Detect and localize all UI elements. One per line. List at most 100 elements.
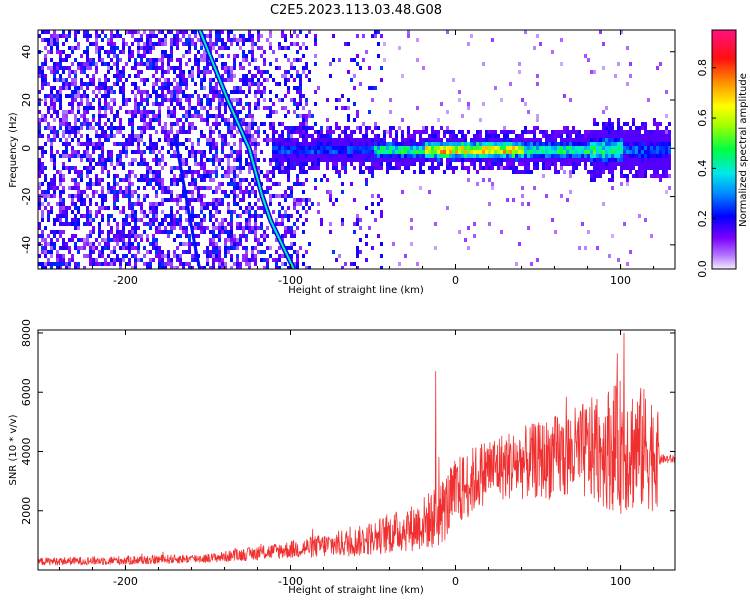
heatmap-cell <box>347 134 350 138</box>
heatmap-cell <box>38 118 41 122</box>
heatmap-cell <box>125 262 128 266</box>
heatmap-cell <box>635 162 638 166</box>
heatmap-cell <box>218 134 221 138</box>
heatmap-cell <box>293 154 296 158</box>
heatmap-cell <box>194 254 197 258</box>
heatmap-cell <box>47 190 50 194</box>
heatmap-cell <box>335 198 338 202</box>
heatmap-cell <box>218 202 221 206</box>
heatmap-cell <box>254 210 257 214</box>
heatmap-cell <box>497 154 500 158</box>
heatmap-cell <box>206 114 209 118</box>
heatmap-cell <box>113 126 116 130</box>
heatmap-cell <box>80 194 83 198</box>
heatmap-cell <box>239 170 242 174</box>
heatmap-cell <box>134 238 137 242</box>
heatmap-cell <box>377 146 380 150</box>
heatmap-cell <box>347 70 350 74</box>
heatmap-cell <box>131 42 134 46</box>
ghost-trace-line <box>173 135 202 269</box>
heatmap-cell <box>410 150 413 154</box>
heatmap-cell <box>158 150 161 154</box>
heatmap-cell <box>248 210 251 214</box>
heatmap-cell <box>50 238 53 242</box>
heatmap-cell <box>482 62 485 66</box>
heatmap-cell <box>626 174 629 178</box>
heatmap-cell <box>560 150 563 154</box>
heatmap-cell <box>380 142 383 146</box>
heatmap-cell <box>557 154 560 158</box>
heatmap-cell <box>458 130 461 134</box>
heatmap-cell <box>86 146 89 150</box>
heatmap-cell <box>218 230 221 234</box>
heatmap-cell <box>53 190 56 194</box>
heatmap-cell <box>596 122 599 126</box>
heatmap-cell <box>140 154 143 158</box>
heatmap-cell <box>140 210 143 214</box>
heatmap-cell <box>188 242 191 246</box>
heatmap-cell <box>221 202 224 206</box>
heatmap-cell <box>164 50 167 54</box>
heatmap-cell <box>287 162 290 166</box>
heatmap-cell <box>551 150 554 154</box>
heatmap-cell <box>560 194 563 198</box>
heatmap-cell <box>128 142 131 146</box>
heatmap-cell <box>74 70 77 74</box>
heatmap-cell <box>86 102 89 106</box>
heatmap-cell <box>359 138 362 142</box>
heatmap-cell <box>71 186 74 190</box>
heatmap-cell <box>173 142 176 146</box>
heatmap-cell <box>161 126 164 130</box>
heatmap-cell <box>137 70 140 74</box>
heatmap-cell <box>359 142 362 146</box>
heatmap-cell <box>41 210 44 214</box>
heatmap-cell <box>86 122 89 126</box>
heatmap-cell <box>641 138 644 142</box>
heatmap-cell <box>509 130 512 134</box>
heatmap-cell <box>269 42 272 46</box>
heatmap-cell <box>302 130 305 134</box>
heatmap-cell <box>266 262 269 266</box>
heatmap-cell <box>590 142 593 146</box>
heatmap-cell <box>377 234 380 238</box>
heatmap-cell <box>107 118 110 122</box>
heatmap-cell <box>659 166 662 170</box>
heatmap-cell <box>77 94 80 98</box>
heatmap-cell <box>668 150 671 154</box>
heatmap-cell <box>617 62 620 66</box>
heatmap-cell <box>293 182 296 186</box>
heatmap-cell <box>365 178 368 182</box>
heatmap-cell <box>308 114 311 118</box>
heatmap-cell <box>434 150 437 154</box>
heatmap-cell <box>266 170 269 174</box>
heatmap-cell <box>200 70 203 74</box>
heatmap-cell <box>200 58 203 62</box>
heatmap-cell <box>77 62 80 66</box>
heatmap-cell <box>215 170 218 174</box>
heatmap-cell <box>284 234 287 238</box>
heatmap-cell <box>128 134 131 138</box>
heatmap-cell <box>155 218 158 222</box>
heatmap-cell <box>206 110 209 114</box>
heatmap-cell <box>284 78 287 82</box>
heatmap-cell <box>221 262 224 266</box>
heatmap-cell <box>485 166 488 170</box>
heatmap-cell <box>218 110 221 114</box>
heatmap-cell <box>248 62 251 66</box>
heatmap-cell <box>203 134 206 138</box>
heatmap-cell <box>524 146 527 150</box>
heatmap-cell <box>314 150 317 154</box>
heatmap-cell <box>287 154 290 158</box>
heatmap-cell <box>545 150 548 154</box>
heatmap-cell <box>170 218 173 222</box>
heatmap-cell <box>68 258 71 262</box>
heatmap-cell <box>203 154 206 158</box>
heatmap-cell <box>131 122 134 126</box>
heatmap-cell <box>551 162 554 166</box>
heatmap-cell <box>227 238 230 242</box>
heatmap-cell <box>341 130 344 134</box>
heatmap-cell <box>74 178 77 182</box>
heatmap-cell <box>272 126 275 130</box>
heatmap-cell <box>47 42 50 46</box>
heatmap-cell <box>440 126 443 130</box>
